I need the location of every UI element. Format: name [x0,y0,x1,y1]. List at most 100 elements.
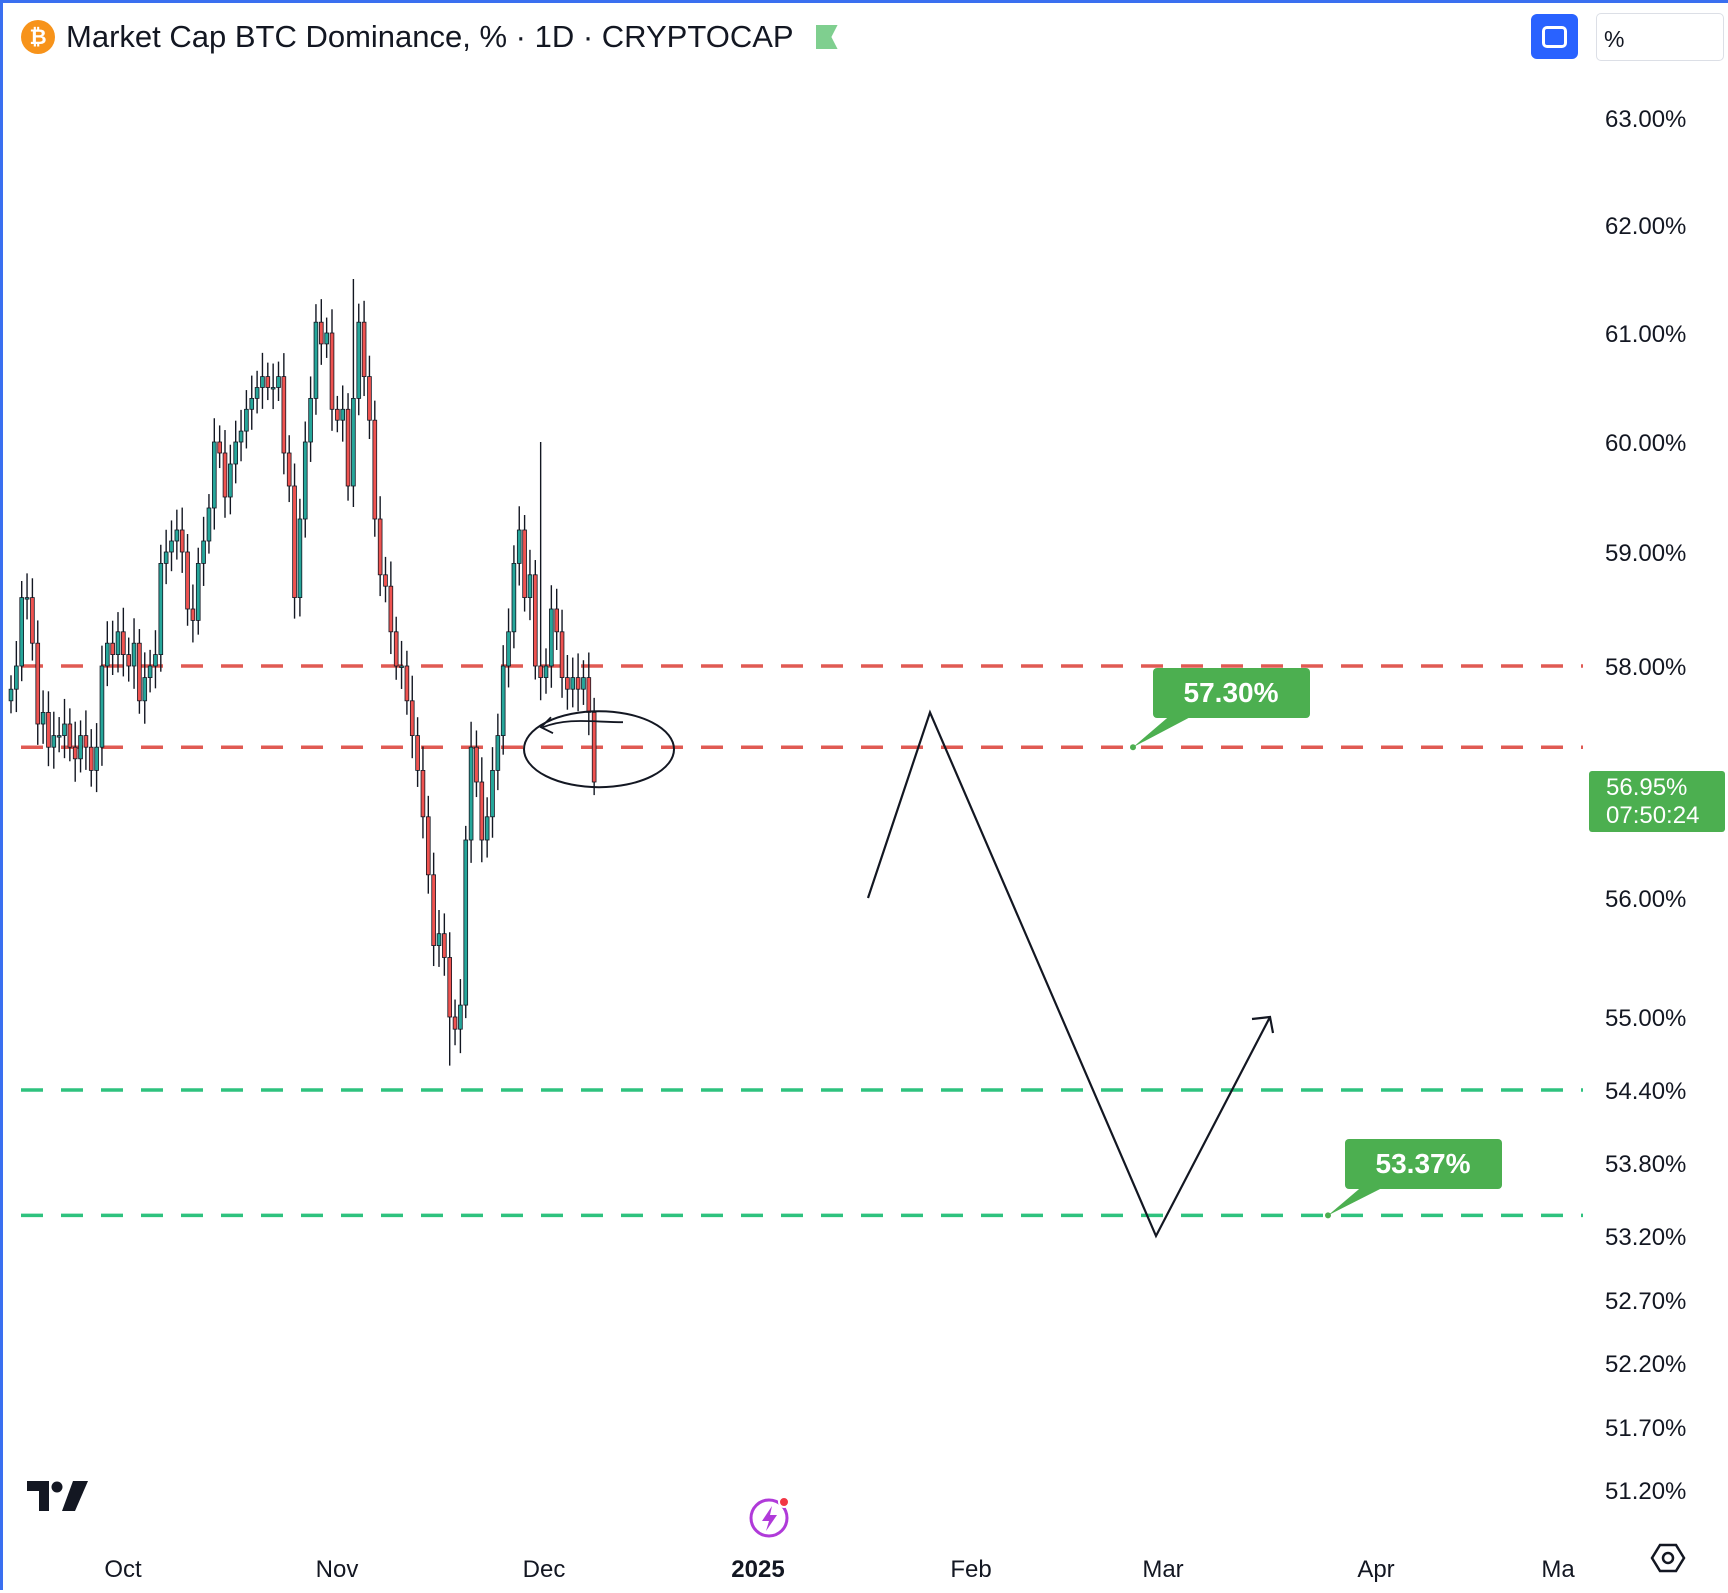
candle-body [393,631,399,667]
candle-body [463,839,469,1006]
y-tick-label: 61.00% [1605,321,1686,348]
x-tick-label: Oct [104,1556,142,1583]
candle-body [8,688,14,702]
candle-body [533,574,538,667]
x-tick-label: Mar [1142,1556,1183,1583]
symbol-title[interactable]: Market Cap BTC Dominance, % · 1D · CRYPT… [66,19,794,54]
current-price-label: 56.95% [1606,774,1687,801]
fullscreen-icon [1542,25,1567,48]
candle-body [40,712,46,725]
candle-body [377,518,383,576]
candle-body [46,712,51,748]
x-axis: Oct Nov Dec 2025 Feb Mar Apr Ma [104,1556,1575,1583]
candle-body [222,452,228,498]
candle-body [19,597,24,667]
candle-body [72,746,78,760]
price-chart[interactable]: 63.00% 62.00% 61.00% 60.00% 59.00% 58.00% 56.0… [3,3,1728,1593]
scale-mode-field[interactable]: % [1596,13,1724,61]
y-tick-label: 59.00% [1605,540,1686,567]
candle-body [88,746,94,771]
y-tick-label: 63.00% [1605,106,1686,133]
lightning-icon[interactable] [747,1493,795,1541]
candle-body [276,376,281,388]
candle-body [121,631,126,655]
x-tick-label: Feb [950,1556,991,1583]
level-callout: 57.30% [1130,668,1310,751]
candle-body [356,321,362,399]
y-tick-label: 51.20% [1605,1478,1686,1505]
candle-body [351,397,356,487]
candle-body [308,397,313,443]
y-tick-label: 62.00% [1605,213,1686,240]
candle-body [436,933,442,947]
candle-body [62,723,67,737]
candle-body [228,463,233,498]
candle-body [329,332,335,410]
tradingview-logo-icon [27,1481,88,1511]
candle-body [570,677,576,690]
projection-path [866,709,1271,1239]
candle-body [105,642,110,667]
candle-body [468,746,474,841]
candle-body [14,665,19,690]
candle-body [575,677,581,690]
chart-header: ₿ Market Cap BTC Dominance, % · 1D · CRY… [21,17,838,57]
candle-body [35,642,41,725]
flag-icon[interactable] [815,25,838,49]
candle-body [260,376,265,388]
candle-body [511,563,517,633]
candle-body [238,430,244,443]
candle-body [297,518,303,598]
candle-body [281,376,287,454]
candle-body [254,387,260,399]
candle-body [431,874,436,946]
y-axis: 63.00% 62.00% 61.00% 60.00% 59.00% 58.00% 56.0… [1605,106,1686,1505]
candle-body [404,665,410,702]
y-tick-label: 54.40% [1605,1078,1686,1105]
candle-body [559,631,565,678]
settings-icon-outline [1650,1543,1686,1573]
candle-body [99,665,105,748]
candle-body [388,585,394,633]
candle-body [591,712,597,783]
candle-body [458,1004,463,1030]
candle-body [185,551,190,610]
candle-body [217,441,222,454]
annotation-circle [523,710,675,789]
candle-body [211,441,217,509]
candle-body [340,408,345,421]
fullscreen-button[interactable] [1531,14,1578,59]
candle-body [179,529,185,553]
x-tick-label: Ma [1541,1556,1575,1583]
candle-body [383,574,388,587]
candle-body [206,507,212,542]
y-tick-label: 60.00% [1605,430,1686,457]
y-tick-label: 53.80% [1605,1151,1686,1178]
candle-body [233,441,239,465]
bitcoin-logo-icon: ₿ [21,20,55,54]
candle-body [565,677,570,690]
candle-body [249,397,255,410]
candle-body [67,723,73,748]
candle-body [126,654,132,667]
y-tick-label: 53.20% [1605,1224,1686,1251]
candle-body [415,735,420,771]
candle-body [190,608,196,621]
annotation-arrow-stroke [542,720,624,729]
candle-body [195,563,201,621]
callout-pointer [1328,1184,1390,1216]
candle-body [313,321,319,399]
candle-body [153,654,158,667]
candle-body [420,770,426,818]
candle-body [174,529,180,542]
candle-body [324,332,329,345]
candle-body [361,321,367,378]
level-lines [21,664,1583,1218]
candle-body [549,608,554,667]
y-tick-label: 58.00% [1605,654,1686,681]
candle-body [372,419,378,520]
x-tick-label: Apr [1357,1556,1394,1583]
y-tick-label: 51.70% [1605,1415,1686,1442]
candle-body [142,677,148,702]
